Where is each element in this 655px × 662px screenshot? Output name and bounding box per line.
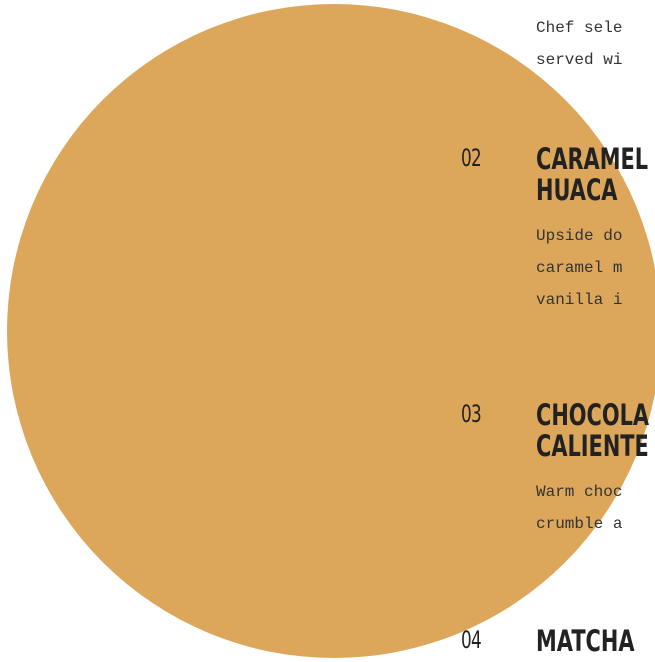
item-3-description-line-1: Warm choc [536,483,623,501]
item-2-description-line-3: vanilla i [536,291,623,309]
item-2-description-line-1: Upside do [536,227,623,245]
item-4-title-line-1: MATCHA [536,624,635,658]
item-2-title-line-1: CARAMEL [536,142,649,176]
item-1-description-line-1: Chef sele [536,19,623,37]
item-4-number: 04 [461,626,482,654]
item-3-title-line-2: CALIENTE [536,429,649,463]
decorative-circle [7,4,655,658]
item-2-title-line-2: HUACA [536,173,618,207]
item-3-description-line-2: crumble a [536,515,623,533]
item-3-title-line-1: CHOCOLA [536,398,650,432]
item-2-number: 02 [461,144,482,172]
item-3-number: 03 [461,400,482,428]
item-2-description-line-2: caramel m [536,259,623,277]
item-1-description-line-2: served wi [536,51,623,69]
